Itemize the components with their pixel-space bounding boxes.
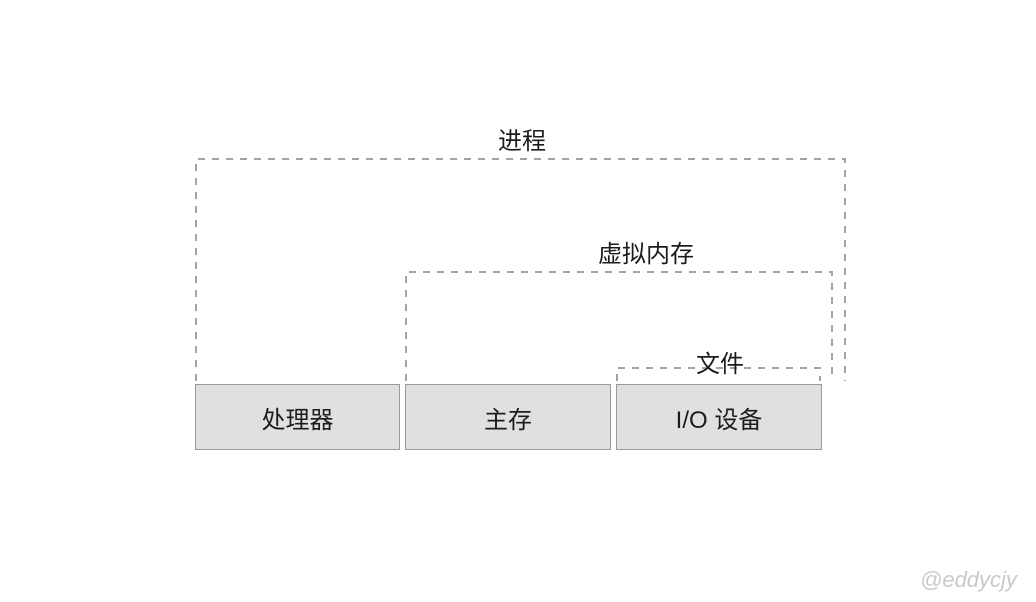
bracket-label-virtual-memory: 虚拟内存 [598,234,694,269]
brackets-svg [0,0,1036,602]
box-1: 主存 [405,384,611,450]
box-label: I/O 设备 [676,400,763,435]
bracket-process [196,159,845,381]
box-0: 处理器 [195,384,400,450]
box-label: 处理器 [262,400,334,435]
diagram-container: 处理器 主存 I/O 设备 进程虚拟内存文件 @eddycjy [0,0,1036,602]
box-label: 主存 [484,400,532,435]
watermark: @eddycjy [920,567,1017,593]
bracket-label-process: 进程 [498,121,546,156]
bracket-virtual-memory [406,272,832,381]
box-2: I/O 设备 [616,384,822,450]
bracket-label-files: 文件 [696,344,744,379]
